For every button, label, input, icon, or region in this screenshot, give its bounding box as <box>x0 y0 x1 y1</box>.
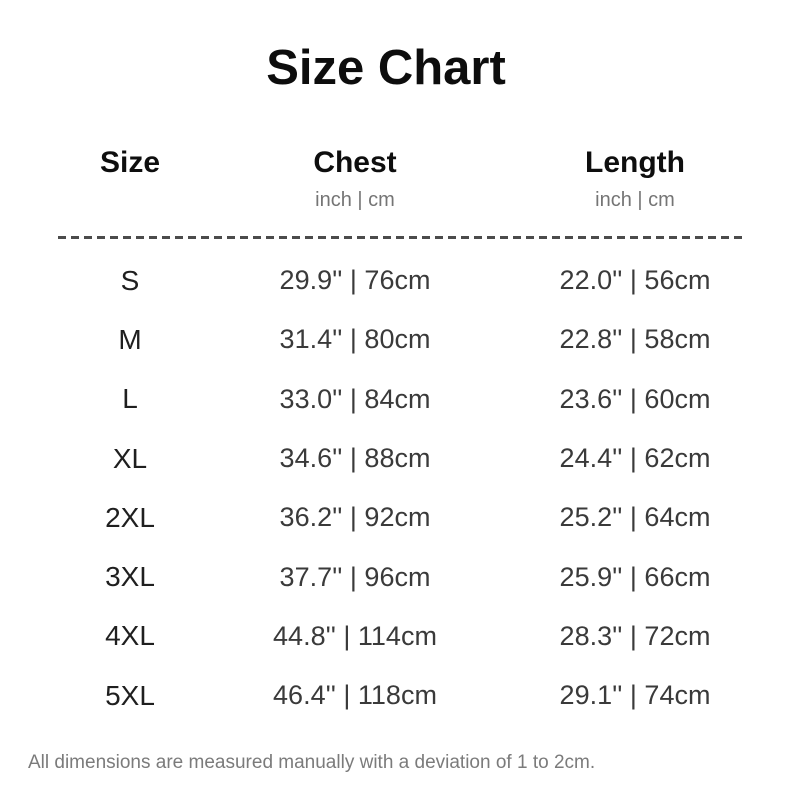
length-cell: 25.9'' | 66cm <box>559 561 711 592</box>
table-row: 3XL 37.7'' | 96cm 25.9'' | 66cm <box>40 547 780 606</box>
size-cell: 3XL <box>105 561 155 593</box>
chest-cell: 29.9'' | 76cm <box>279 265 431 296</box>
size-table-body: S 29.9'' | 76cm 22.0'' | 56cm M 31.4'' |… <box>40 251 780 725</box>
chest-cell: 44.8'' | 114cm <box>273 620 437 651</box>
table-row: 2XL 36.2'' | 92cm 25.2'' | 64cm <box>40 488 780 547</box>
column-chest: Chest inch | cm <box>220 146 490 212</box>
length-cell: 22.0'' | 56cm <box>559 265 711 296</box>
size-cell: 5XL <box>105 679 155 711</box>
column-subheader-size <box>40 188 220 212</box>
column-header-chest: Chest <box>313 146 397 179</box>
length-cell: 29.1'' | 74cm <box>559 680 711 711</box>
table-row: 4XL 44.8'' | 114cm 28.3'' | 72cm <box>40 607 780 666</box>
length-cell: 24.4'' | 62cm <box>559 443 711 474</box>
table-row: XL 34.6'' | 88cm 24.4'' | 62cm <box>40 429 780 488</box>
dashed-divider <box>58 236 745 239</box>
length-cell: 23.6'' | 60cm <box>559 383 711 414</box>
chest-cell: 46.4'' | 118cm <box>273 680 437 711</box>
footer-note: All dimensions are measured manually wit… <box>28 752 596 773</box>
chest-cell: 37.7'' | 96cm <box>279 561 431 592</box>
size-cell: 4XL <box>105 620 155 652</box>
table-row: S 29.9'' | 76cm 22.0'' | 56cm <box>40 251 780 310</box>
size-cell: L <box>122 383 138 415</box>
column-subheader-length: inch | cm <box>595 189 675 211</box>
length-cell: 22.8'' | 58cm <box>559 324 711 355</box>
chest-cell: 33.0'' | 84cm <box>279 383 431 414</box>
size-cell: XL <box>112 442 148 474</box>
length-cell: 28.3'' | 72cm <box>559 620 711 651</box>
size-cell: S <box>120 264 140 296</box>
column-header-length: Length <box>585 146 685 179</box>
size-cell: 2XL <box>105 501 155 533</box>
table-row: M 31.4'' | 80cm 22.8'' | 58cm <box>40 310 780 369</box>
column-header-size: Size <box>99 146 161 179</box>
table-row: 5XL 46.4'' | 118cm 29.1'' | 74cm <box>40 666 780 725</box>
column-length: Length inch | cm <box>490 146 780 212</box>
chest-cell: 31.4'' | 80cm <box>279 324 431 355</box>
column-subheader-chest: inch | cm <box>315 189 395 211</box>
length-cell: 25.2'' | 64cm <box>559 502 711 533</box>
chest-cell: 34.6'' | 88cm <box>279 443 431 474</box>
table-header: Size Chest inch | cm Length inch | cm <box>40 146 780 212</box>
column-size: Size <box>40 146 220 212</box>
size-cell: M <box>118 323 142 355</box>
chest-cell: 36.2'' | 92cm <box>279 502 431 533</box>
table-row: L 33.0'' | 84cm 23.6'' | 60cm <box>40 370 780 429</box>
page-title: Size Chart <box>266 41 506 95</box>
